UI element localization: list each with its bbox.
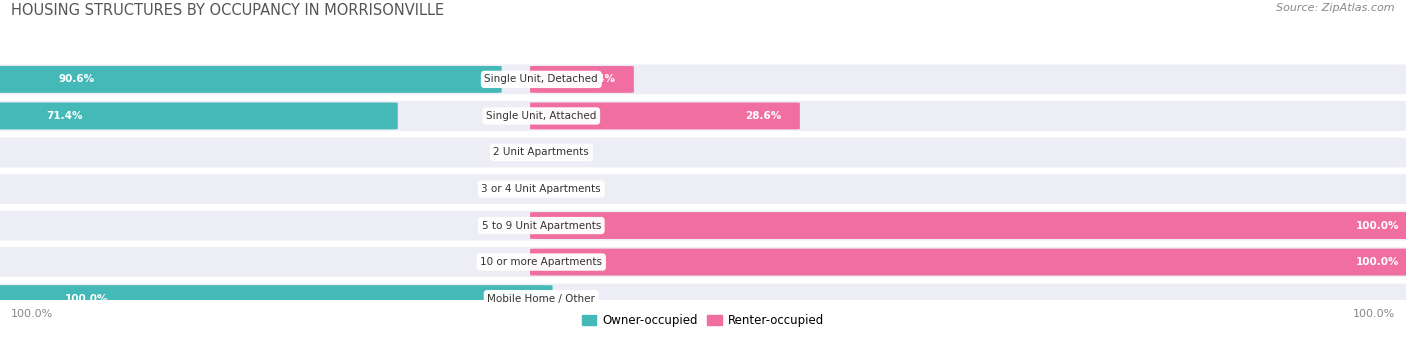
- Text: 0.0%: 0.0%: [508, 221, 534, 231]
- Text: 3 or 4 Unit Apartments: 3 or 4 Unit Apartments: [481, 184, 602, 194]
- FancyBboxPatch shape: [530, 212, 1406, 239]
- FancyBboxPatch shape: [0, 101, 1406, 131]
- FancyBboxPatch shape: [0, 247, 1406, 277]
- Text: Mobile Home / Other: Mobile Home / Other: [488, 294, 595, 303]
- Text: 90.6%: 90.6%: [59, 74, 96, 85]
- Text: 71.4%: 71.4%: [46, 111, 83, 121]
- Text: 0.0%: 0.0%: [508, 257, 534, 267]
- FancyBboxPatch shape: [0, 285, 553, 312]
- FancyBboxPatch shape: [530, 103, 800, 129]
- Text: Single Unit, Detached: Single Unit, Detached: [485, 74, 598, 85]
- Text: 100.0%: 100.0%: [1355, 257, 1399, 267]
- Text: 0.0%: 0.0%: [548, 147, 575, 158]
- Text: 5 to 9 Unit Apartments: 5 to 9 Unit Apartments: [482, 221, 600, 231]
- FancyBboxPatch shape: [0, 66, 502, 93]
- Text: 0.0%: 0.0%: [508, 184, 534, 194]
- Text: Source: ZipAtlas.com: Source: ZipAtlas.com: [1277, 3, 1395, 13]
- FancyBboxPatch shape: [530, 66, 634, 93]
- FancyBboxPatch shape: [0, 211, 1406, 240]
- Text: 100.0%: 100.0%: [65, 294, 108, 303]
- FancyBboxPatch shape: [0, 284, 1406, 313]
- FancyBboxPatch shape: [0, 174, 1406, 204]
- FancyBboxPatch shape: [0, 137, 1406, 167]
- Text: 0.0%: 0.0%: [508, 147, 534, 158]
- FancyBboxPatch shape: [0, 103, 398, 129]
- Text: HOUSING STRUCTURES BY OCCUPANCY IN MORRISONVILLE: HOUSING STRUCTURES BY OCCUPANCY IN MORRI…: [11, 3, 444, 18]
- Text: 2 Unit Apartments: 2 Unit Apartments: [494, 147, 589, 158]
- Text: 0.0%: 0.0%: [548, 184, 575, 194]
- Text: 100.0%: 100.0%: [1353, 309, 1395, 320]
- Text: 9.4%: 9.4%: [586, 74, 616, 85]
- Text: Single Unit, Attached: Single Unit, Attached: [486, 111, 596, 121]
- Text: 0.0%: 0.0%: [548, 294, 575, 303]
- Legend: Owner-occupied, Renter-occupied: Owner-occupied, Renter-occupied: [578, 309, 828, 332]
- FancyBboxPatch shape: [530, 249, 1406, 276]
- Text: 100.0%: 100.0%: [1355, 221, 1399, 231]
- Text: 28.6%: 28.6%: [745, 111, 782, 121]
- Text: 10 or more Apartments: 10 or more Apartments: [481, 257, 602, 267]
- Text: 100.0%: 100.0%: [11, 309, 53, 320]
- FancyBboxPatch shape: [0, 64, 1406, 94]
